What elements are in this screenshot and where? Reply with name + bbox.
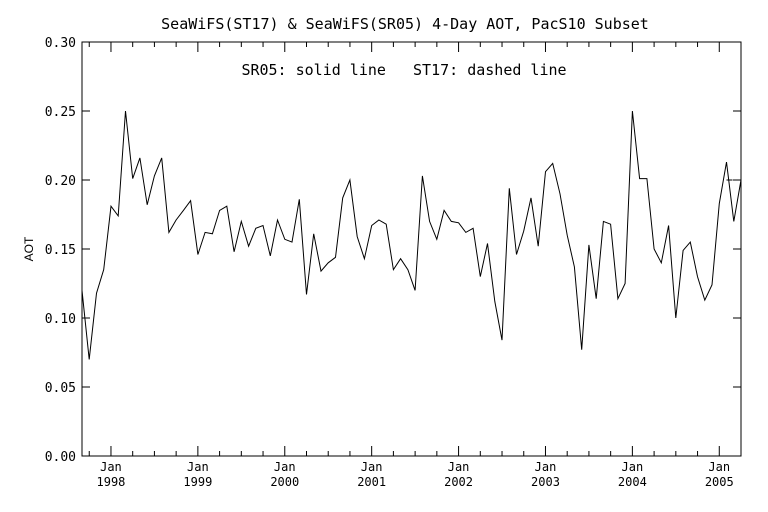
plot-frame <box>81 41 742 457</box>
y-tick-label: 0.05 <box>45 381 76 396</box>
x-axis-ticks: Jan1998Jan1999Jan2000Jan2001Jan2002Jan20… <box>88 42 742 489</box>
y-tick-label: 0.15 <box>45 243 76 258</box>
y-tick-label: 0.20 <box>45 174 76 189</box>
x-tick-month-label: Jan <box>187 460 209 474</box>
series-layer <box>81 110 742 360</box>
x-tick-year-label: 2001 <box>357 475 386 489</box>
y-tick-label: 0.30 <box>45 36 76 51</box>
chart-title: SeaWiFS(ST17) & SeaWiFS(SR05) 4-Day AOT,… <box>161 15 649 33</box>
y-tick-label: 0.25 <box>45 105 76 120</box>
y-axis-label: AOT <box>22 236 36 261</box>
y-tick-label: 0.10 <box>45 312 76 327</box>
series-legend-annotation: SR05: solid line ST17: dashed line <box>241 61 566 79</box>
x-tick-month-label: Jan <box>622 460 644 474</box>
x-tick-month-label: Jan <box>274 460 296 474</box>
y-tick-label: 0.00 <box>45 450 76 465</box>
x-tick-month-label: Jan <box>708 460 730 474</box>
x-tick-month-label: Jan <box>535 460 557 474</box>
x-tick-year-label: 2000 <box>270 475 299 489</box>
x-tick-month-label: Jan <box>448 460 470 474</box>
series-line-sr05 <box>81 110 742 360</box>
x-tick-year-label: 2005 <box>705 475 734 489</box>
x-tick-year-label: 2004 <box>618 475 647 489</box>
x-tick-year-label: 1998 <box>97 475 126 489</box>
x-tick-month-label: Jan <box>100 460 122 474</box>
x-tick-year-label: 2003 <box>531 475 560 489</box>
x-tick-year-label: 1999 <box>183 475 212 489</box>
x-tick-year-label: 2002 <box>444 475 473 489</box>
x-tick-month-label: Jan <box>361 460 383 474</box>
y-axis-ticks: 0.00 0.05 0.10 0.15 0.20 0.25 0.30 <box>45 36 741 465</box>
